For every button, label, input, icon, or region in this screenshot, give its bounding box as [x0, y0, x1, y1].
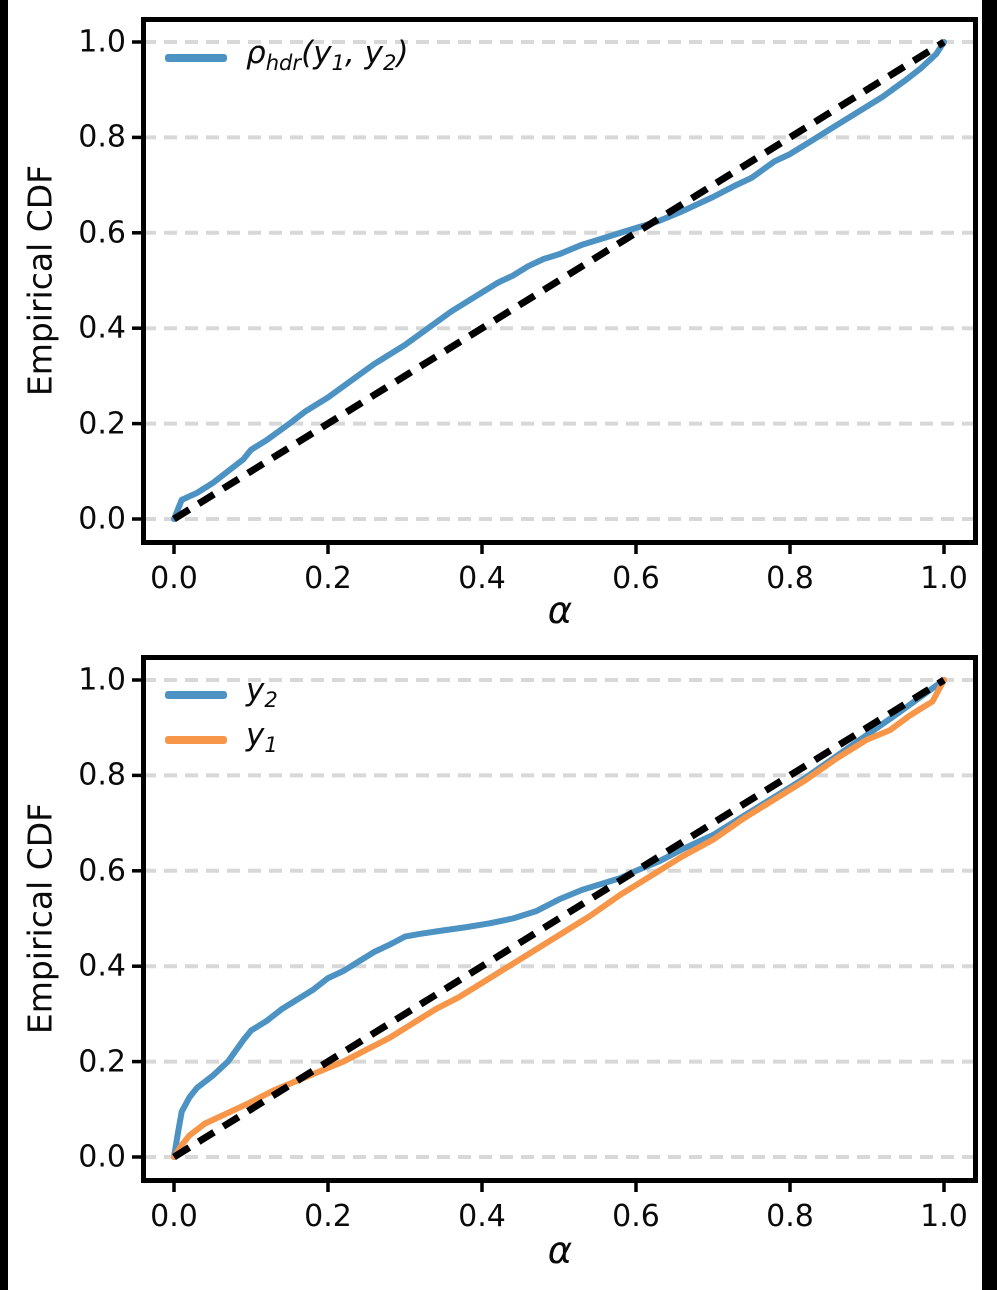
x-tick-label: 0.4	[458, 561, 506, 596]
legend-line-swatch	[165, 691, 227, 699]
y-tick-label: 0.8	[78, 757, 126, 793]
bottom-x-axis-label: α	[547, 1229, 573, 1272]
y-tick-label: 0.0	[78, 501, 126, 537]
diagonal-reference-line	[172, 677, 946, 1160]
x-tick-label: 1.0	[920, 1199, 968, 1234]
top-plot-area	[132, 17, 978, 554]
legend-entry-rho_hdr: ρhdr(y1, y2)	[165, 35, 409, 76]
x-tick-label: 0.4	[458, 1199, 506, 1234]
y-tick-label: 0.0	[78, 1139, 126, 1175]
right-border	[982, 0, 997, 1290]
left-border	[0, 0, 8, 1290]
series-line-y1	[171, 677, 947, 1160]
y-tick-label: 0.2	[78, 1044, 126, 1080]
legend-label: y2	[246, 671, 278, 713]
y-tick-label: 0.8	[78, 119, 126, 155]
x-tick-label: 0.0	[150, 1199, 198, 1234]
y-tick-label: 0.6	[78, 853, 126, 889]
y-tick-label: 1.0	[78, 24, 126, 60]
x-tick-label: 0.2	[304, 1199, 352, 1234]
legend-line-swatch	[165, 54, 227, 62]
diagonal-reference-line	[172, 39, 946, 522]
top-x-axis-label: α	[547, 589, 573, 632]
legend-label: y1	[246, 716, 278, 758]
bottom-plot-area	[132, 655, 978, 1192]
y-tick-label: 0.2	[78, 406, 126, 442]
x-tick-label: 0.2	[304, 561, 352, 596]
x-tick-label: 0.6	[612, 561, 660, 596]
legend-label: ρhdr(y1, y2)	[246, 34, 409, 76]
legend-entry-y1: y1	[165, 717, 278, 758]
series-line-rho_hdr	[171, 39, 947, 522]
legend-entry-y2: y2	[165, 672, 278, 713]
x-tick-label: 1.0	[920, 561, 968, 596]
x-tick-label: 0.0	[150, 561, 198, 596]
y-tick-label: 0.4	[78, 310, 126, 346]
x-tick-label: 0.8	[766, 1199, 814, 1234]
axes-frame	[141, 17, 978, 545]
y-tick-label: 0.6	[78, 215, 126, 251]
y-tick-label: 0.4	[78, 948, 126, 984]
x-tick-label: 0.8	[766, 561, 814, 596]
axes-frame	[141, 655, 978, 1183]
y-tick-label: 1.0	[78, 662, 126, 698]
x-tick-label: 0.6	[612, 1199, 660, 1234]
legend-line-swatch	[165, 736, 227, 744]
